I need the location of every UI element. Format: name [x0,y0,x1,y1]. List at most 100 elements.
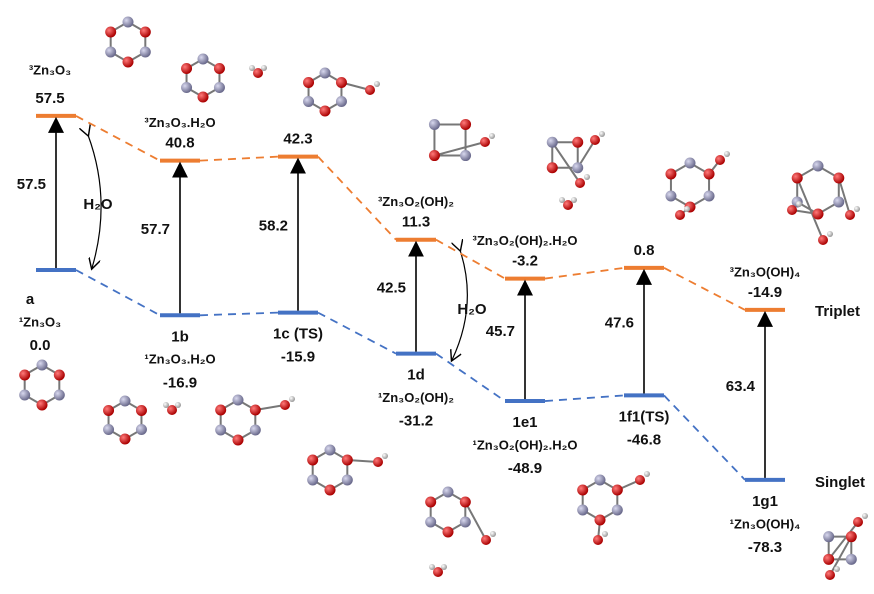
atom [460,517,471,528]
atom [336,96,347,107]
gap-label: 47.6 [605,315,634,332]
singlet-name: ¹Zn₃O₂(OH)₂ [378,390,454,405]
water-label: H₂O [457,301,486,318]
atom [429,150,440,161]
atom [612,485,623,496]
atom [233,395,244,406]
atom [590,135,600,145]
atom [214,82,225,93]
singlet-energy: -31.2 [399,413,433,430]
atom [489,133,495,139]
atom [249,65,255,71]
atom [593,535,603,545]
triplet-energy: -14.9 [748,284,782,301]
atom [635,475,645,485]
atom [577,485,588,496]
atom [54,370,65,381]
state-label: 1c (TS) [273,326,323,343]
singlet-name: ¹Zn₃O₂(OH)₂.H₂O [473,437,578,452]
state-label: 1f1(TS) [619,408,670,425]
atom [120,396,131,407]
atom [320,106,331,117]
singlet-name: ¹Zn₃O₃ [19,314,61,329]
atom [460,150,471,161]
atom [787,205,797,215]
atom [813,209,824,220]
atom [665,169,676,180]
atom [325,445,336,456]
atom [443,527,454,538]
gap-label: 58.2 [259,218,288,235]
atom [280,400,290,410]
atom [460,119,471,130]
atom [103,424,114,435]
atom [19,390,30,401]
atom [846,554,857,565]
atom [382,453,388,459]
atom [215,425,226,436]
singlet-energy: -46.8 [627,431,661,448]
atom [862,513,868,519]
atom [250,405,261,416]
atom [704,169,715,180]
atom [429,119,440,130]
connector [545,395,624,401]
atom [595,475,606,486]
atom [834,566,840,572]
atom [853,517,863,527]
atom [846,531,857,542]
triplet-energy: 11.3 [402,214,430,231]
atom [37,360,48,371]
gap-label: 42.5 [377,280,406,297]
atom [827,231,833,237]
atom [425,517,436,528]
atom [684,206,690,212]
singlet-name: ¹Zn₃O₃.H₂O [144,352,215,367]
atom [261,65,267,71]
triplet-name: ³Zn₃O(OH)₄ [730,264,801,279]
atom [665,191,676,202]
atom [250,425,261,436]
triplet-name: ³Zn₃O₃.H₂O [144,115,215,130]
connector [664,395,745,479]
atom [37,400,48,411]
atom [559,197,565,203]
spin-label: Singlet [815,474,865,491]
atom [320,68,331,79]
triplet-energy: 57.5 [35,90,64,107]
atom [599,131,605,137]
singlet-energy: -48.9 [508,460,542,477]
atom [365,85,375,95]
gap-label: 63.4 [726,378,756,395]
atom [685,158,696,169]
atom [215,405,226,416]
triplet-energy: 42.3 [283,131,312,148]
atom [325,485,336,496]
atom [704,191,715,202]
atom [547,162,558,173]
atom [214,63,225,74]
atom [233,435,244,446]
atom [140,27,151,38]
atom [460,497,471,508]
atom [823,531,834,542]
atom [336,77,347,88]
triplet-energy: -3.2 [512,253,538,270]
state-label: a [26,291,35,308]
atom [575,178,585,188]
atom [715,155,725,165]
atom [120,434,131,445]
atom [105,27,116,38]
atom [833,197,844,208]
atom [571,197,577,203]
atom [198,54,209,65]
atom [612,505,623,516]
atom [796,201,802,207]
atom [724,151,730,157]
atom [490,531,496,537]
singlet-energy: -15.9 [281,349,315,366]
singlet-name: ¹Zn₃O(OH)₄ [730,516,801,531]
atom [54,390,65,401]
energy-diagram: H₂O H₂O Triplet Singlet 57.557.5³Zn₃O₃a¹… [0,0,874,589]
state-label: 1e1 [512,414,537,431]
